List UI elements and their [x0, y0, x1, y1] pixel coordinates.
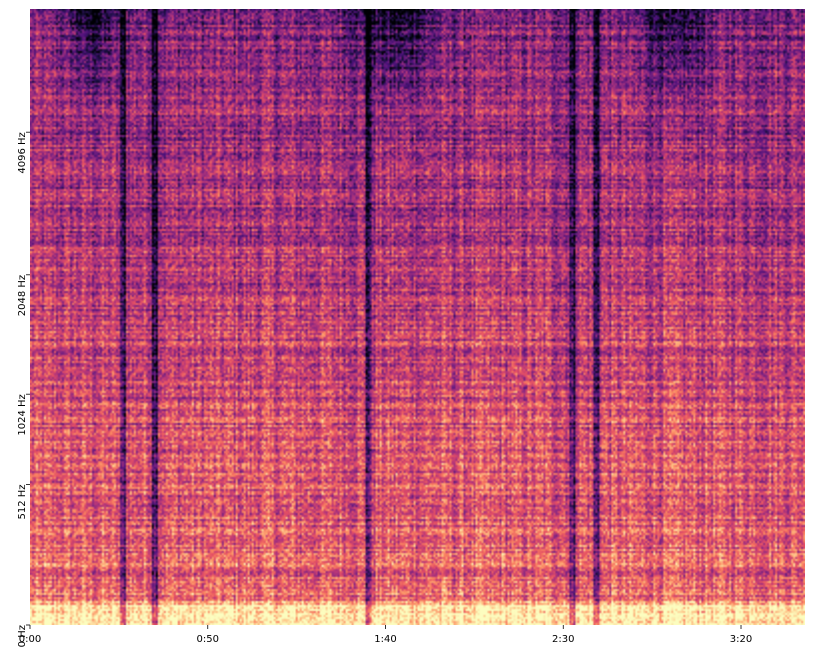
y-tick-label: 512 Hz [17, 484, 28, 519]
plot-area [30, 9, 805, 625]
y-tick-label: 4096 Hz [17, 132, 28, 173]
x-tick-label: 1:40 [374, 634, 396, 645]
y-tick-label: 0 Hz [17, 625, 28, 647]
x-axis: 0:00 0:50 1:40 2:30 3:20 [19, 625, 752, 645]
y-tick-label: 1024 Hz [17, 394, 28, 435]
x-tick-label: 0:00 [19, 634, 41, 645]
y-axis: 0 Hz 512 Hz 1024 Hz 2048 Hz 4096 Hz [17, 131, 30, 647]
x-tick-label: 0:50 [197, 634, 219, 645]
spectrogram-image [30, 9, 805, 625]
x-tick-label: 3:20 [730, 634, 752, 645]
x-tick-label: 2:30 [552, 634, 574, 645]
y-tick-label: 2048 Hz [17, 275, 28, 316]
